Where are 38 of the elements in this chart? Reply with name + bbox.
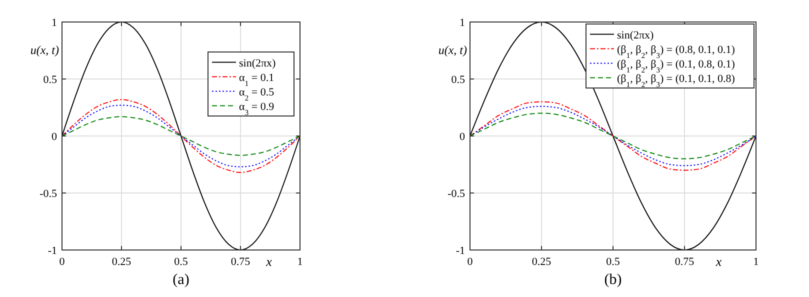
- y-tick-label: 0: [52, 131, 58, 143]
- x-tick-label: 0.5: [174, 256, 188, 268]
- legend-label: (β$_{1}$, β$_{2}$, β$_{3}$) = (0.1, 0.8, 0.1): [617, 58, 736, 74]
- y-axis-title: u(x, t): [30, 43, 59, 57]
- x-tick-label: 0: [59, 256, 66, 268]
- x-tick-label: 1: [297, 256, 303, 268]
- legend-label: α$_{3}$ = 0.9: [239, 100, 275, 116]
- y-tick-label: -0.5: [40, 188, 58, 200]
- text: (a): [172, 272, 190, 288]
- y-tick-label: 1: [52, 17, 57, 29]
- legend-label: (β$_{1}$, β$_{2}$, β$_{3}$) = (0.8, 0.1, 0.1): [617, 44, 736, 60]
- legend-label: α$_{1}$ = 0.1: [239, 72, 274, 88]
- legend-label: (β$_{1}$, β$_{2}$, β$_{3}$) = (0.1, 0.1, 0.8): [617, 72, 736, 88]
- y-tick-label: -0.5: [448, 188, 466, 200]
- y-tick-label: 1: [460, 17, 465, 29]
- y-tick-label: -1: [456, 245, 465, 257]
- x-tick-label: 0.25: [532, 256, 552, 268]
- line-series: [62, 116, 300, 156]
- legend-label: sin(2πx): [617, 29, 654, 42]
- y-tick-label: 0: [460, 131, 466, 143]
- y-tick-label: 0.5: [451, 74, 466, 86]
- x-tick-label: 0.75: [230, 256, 251, 268]
- line-series: [62, 22, 300, 250]
- legend-label: sin(2πx): [239, 57, 276, 70]
- x-tick-label: 0.75: [674, 256, 695, 268]
- text: (b): [604, 272, 622, 288]
- line-series: [470, 112, 756, 160]
- x-tick-label: 0: [467, 256, 474, 268]
- x-axis-title: x: [265, 254, 272, 269]
- x-axis-title: x: [714, 254, 722, 269]
- y-axis-title: u(x, t): [438, 43, 467, 57]
- y-tick-label: -1: [48, 245, 57, 257]
- y-tick-label: 0.5: [43, 74, 58, 86]
- x-tick-label: 0.25: [112, 256, 132, 268]
- legend-label: α$_{2}$ = 0.5: [239, 86, 275, 102]
- line-series: [470, 22, 756, 250]
- x-tick-label: 1: [753, 256, 759, 268]
- x-tick-label: 0.5: [606, 256, 620, 268]
